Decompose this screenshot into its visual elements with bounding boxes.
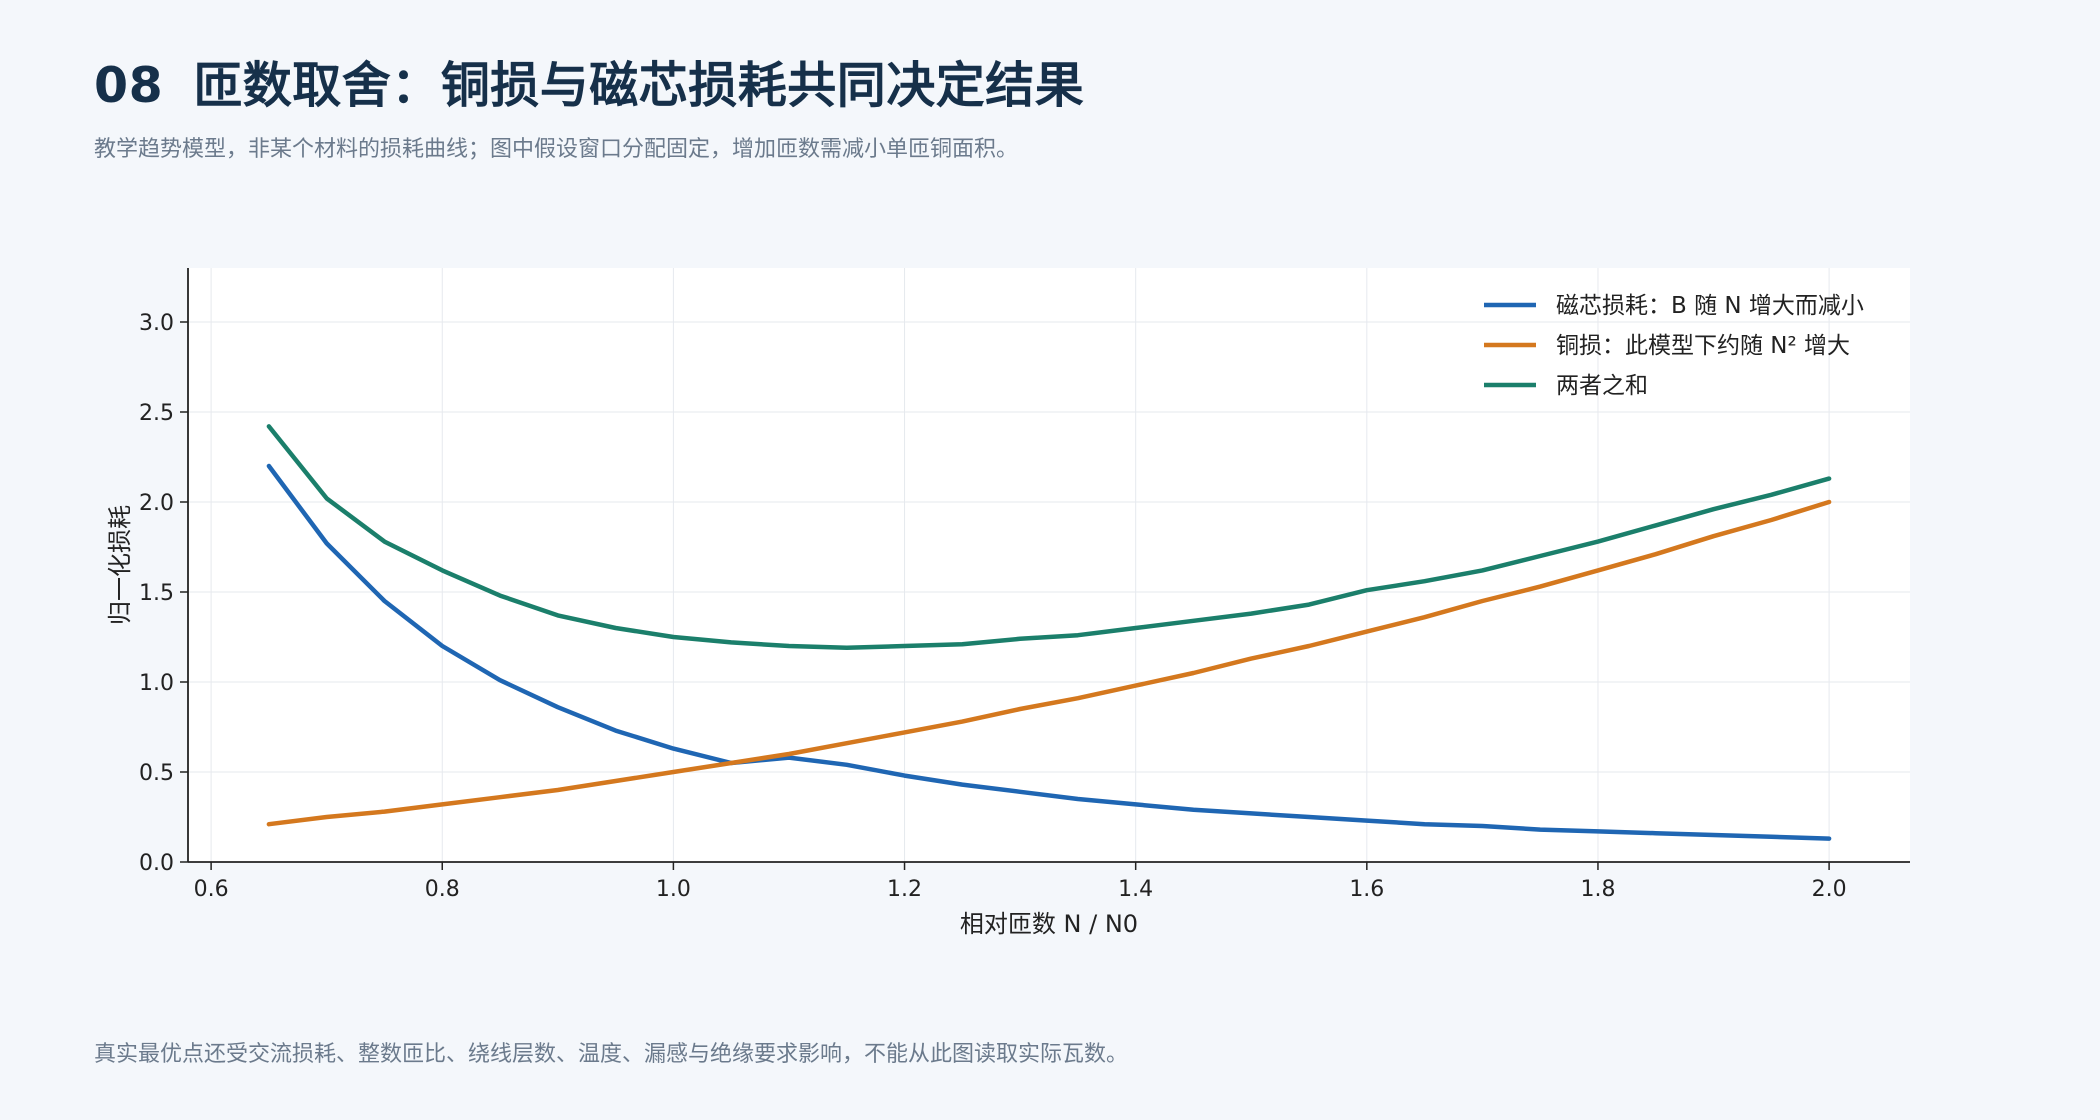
series-lines: [266, 424, 1832, 841]
legend-label: 两者之和: [1556, 373, 1648, 399]
legend-label: 磁芯损耗：B 随 N 增大而减小: [1556, 293, 1864, 319]
y-tick-label: 3.0: [139, 311, 174, 336]
y-tick-label: 1.5: [139, 581, 174, 606]
x-axis-label: 相对匝数 N / N0: [960, 910, 1138, 938]
x-ticks: 0.6 0.8 1.0 1.2 1.4 1.6 1.8 2.0: [194, 862, 1847, 902]
title-text: 匝数取舍：铜损与磁芯损耗共同决定结果: [193, 57, 1085, 114]
series-line-2: [266, 424, 1832, 651]
x-tick-label: 1.6: [1349, 877, 1384, 902]
y-tick-label: 0.0: [139, 851, 174, 876]
section-number: 08: [94, 57, 164, 114]
x-tick-label: 0.6: [194, 877, 229, 902]
footer-note: 真实最优点还受交流损耗、整数匝比、绕线层数、温度、漏感与绝缘要求影响，不能从此图…: [94, 1042, 1129, 1067]
x-tick-label: 1.8: [1580, 877, 1615, 902]
y-tick-label: 2.0: [139, 491, 174, 516]
series-line-1: [266, 499, 1832, 827]
legend-label: 铜损：此模型下约随 N² 增大: [1556, 333, 1850, 359]
page-title: 08 匝数取舍：铜损与磁芯损耗共同决定结果: [94, 46, 1084, 117]
y-tick-label: 0.5: [139, 761, 174, 786]
y-tick-label: 1.0: [139, 671, 174, 696]
y-tick-label: 2.5: [139, 401, 174, 426]
x-tick-label: 2.0: [1812, 877, 1847, 902]
x-tick-label: 0.8: [425, 877, 460, 902]
y-axis-label: 归一化损耗: [106, 505, 134, 625]
x-tick-label: 1.4: [1118, 877, 1153, 902]
y-ticks: 0.0 0.5 1.0 1.5 2.0 2.5 3.0: [139, 311, 188, 876]
x-tick-label: 1.2: [887, 877, 922, 902]
series-line-0: [266, 463, 1832, 841]
page-subtitle: 教学趋势模型，非某个材料的损耗曲线；图中假设窗口分配固定，增加匝数需减小单匝铜面…: [94, 137, 1019, 162]
x-tick-label: 1.0: [656, 877, 691, 902]
